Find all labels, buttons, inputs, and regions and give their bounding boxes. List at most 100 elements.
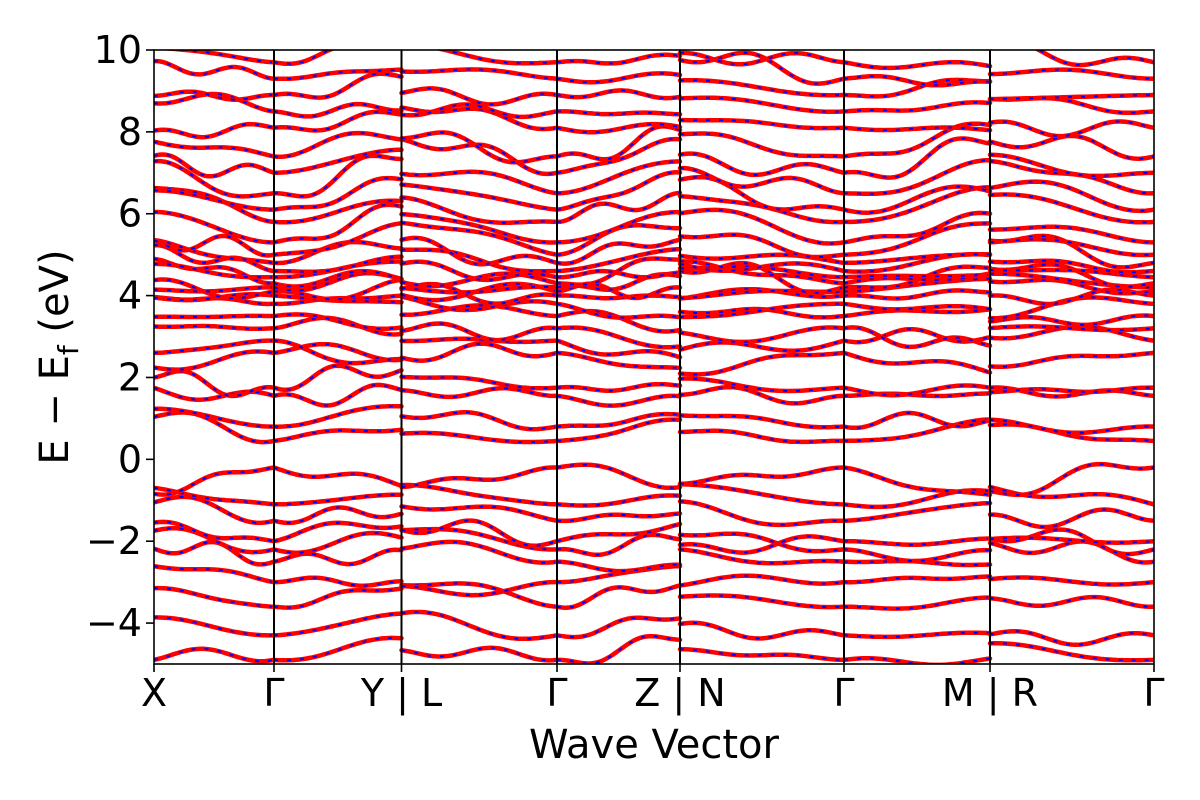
band-line [154, 323, 277, 331]
band-line-overlay [401, 87, 558, 106]
band-line [154, 58, 277, 81]
band-line [677, 117, 847, 131]
band-line [271, 175, 404, 212]
band-line-overlay [989, 238, 1154, 256]
band-line [987, 575, 1154, 587]
band-line [841, 185, 993, 225]
band-line-overlay [273, 466, 402, 487]
band-line-overlay [273, 548, 402, 566]
band-line [987, 133, 1154, 161]
band-line-overlay [680, 648, 845, 661]
band-line-overlay [154, 466, 275, 496]
band-line-overlay [679, 621, 845, 640]
band-line [271, 586, 404, 610]
band-line [987, 324, 1154, 333]
band-line [987, 507, 1154, 530]
band-line [154, 89, 277, 102]
band-line-overlay [989, 325, 1154, 342]
band-line-overlay [401, 411, 558, 431]
band-line-overlay [556, 584, 681, 609]
band-line-overlay [401, 131, 558, 164]
band-line-overlay [990, 508, 1154, 528]
band-line-overlay [989, 386, 1154, 394]
band-line-overlay [989, 120, 1154, 138]
band-line [271, 50, 336, 67]
band-line-overlay [989, 536, 1154, 544]
band-line-overlay [1036, 50, 1154, 67]
band-line [841, 350, 993, 375]
band-line-overlay [401, 431, 558, 443]
band-line [154, 277, 277, 301]
band-line [677, 647, 847, 663]
band-line-overlay [274, 154, 402, 198]
band-line-overlay [273, 531, 402, 554]
band-line [841, 536, 993, 547]
band-line-overlay [401, 646, 558, 662]
band-line [399, 430, 560, 445]
band-line [271, 427, 404, 444]
band-line [841, 272, 993, 280]
band-line [271, 465, 404, 489]
band-line-overlay [556, 310, 681, 333]
band-line [987, 67, 1154, 81]
band-line-overlay [556, 326, 681, 349]
band-line [841, 465, 993, 498]
band-line [399, 336, 560, 345]
band-line-overlay [679, 483, 845, 506]
x-tick-label: Y | L [360, 671, 442, 716]
band-line-overlay [273, 132, 402, 158]
band-line-overlay [679, 253, 845, 264]
band-line-overlay [557, 635, 681, 664]
band-line-overlay [273, 272, 402, 292]
y-tick-label: 10 [94, 28, 142, 72]
band-line-overlay [679, 500, 844, 526]
band-line-overlay [989, 528, 1154, 556]
x-axis: X Γ Y | L Γ Z | N Γ M | R Γ [141, 664, 1165, 716]
band-line [841, 221, 993, 257]
band-line [154, 237, 277, 266]
band-line [677, 95, 847, 114]
band-line [677, 620, 847, 641]
y-tick-label: 6 [118, 192, 142, 236]
y-tick-label: 2 [118, 355, 142, 399]
band-line-overlay [679, 96, 845, 113]
band-line-overlay [989, 463, 1154, 496]
band-line-overlay [989, 540, 1154, 564]
band-line [677, 301, 847, 320]
band-line-overlay [989, 153, 1154, 177]
band-line [154, 139, 277, 159]
band-line [434, 50, 560, 66]
band-line [271, 101, 404, 119]
band-line [841, 325, 993, 350]
band-line [841, 326, 993, 345]
band-line-overlay [401, 248, 558, 273]
band-line-overlay [274, 148, 402, 174]
band-line-overlay [679, 594, 845, 609]
band-line [677, 428, 847, 445]
band-line-overlay [556, 533, 681, 556]
band-line [554, 462, 683, 491]
band-line [677, 593, 847, 610]
band-line-overlay [401, 342, 558, 362]
band-line-overlay [556, 302, 681, 319]
band-line [987, 461, 1154, 498]
band-line-overlay [273, 506, 402, 524]
band-line-overlay [990, 94, 1154, 101]
band-line-overlay [440, 50, 558, 65]
band-line-overlay [401, 138, 558, 175]
band-line [399, 341, 560, 363]
band-line-overlay [989, 278, 1154, 295]
band-line [554, 381, 683, 394]
y-axis-label-main: E − E [32, 355, 78, 465]
band-line-overlay [990, 272, 1154, 289]
band-line-overlay [401, 582, 558, 608]
band-line [841, 121, 993, 159]
band-line [677, 350, 847, 377]
band-line-overlay [274, 576, 402, 587]
band-line-overlay [401, 170, 558, 195]
band-line [157, 50, 277, 65]
band-line [399, 374, 560, 391]
band-line [554, 71, 683, 85]
band-line-overlay [989, 193, 1154, 224]
